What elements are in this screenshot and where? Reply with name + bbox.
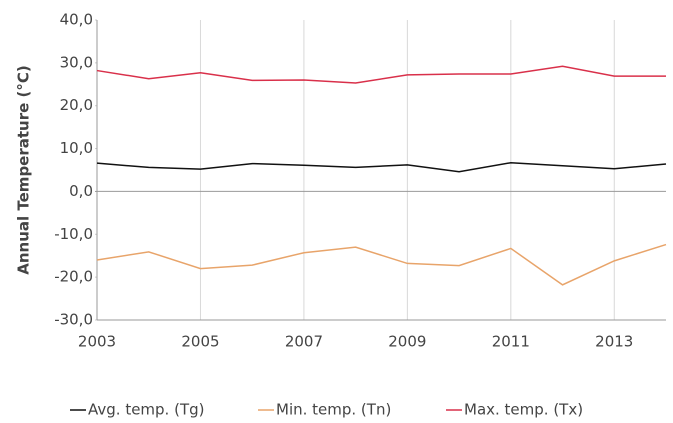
series-line xyxy=(96,65,666,84)
y-tick-label: 0,0 xyxy=(69,182,93,200)
x-tick-label: 2009 xyxy=(388,333,426,351)
x-tick-label: 2003 xyxy=(78,333,116,351)
y-tick-label: 30,0 xyxy=(60,53,93,71)
x-tick-label: 2011 xyxy=(492,333,530,351)
y-tick-label: -20,0 xyxy=(54,268,93,286)
y-tick-label: -10,0 xyxy=(54,225,93,243)
x-tick-label: 2005 xyxy=(181,333,219,351)
x-tick-label: 2013 xyxy=(595,333,633,351)
series-line xyxy=(96,161,667,173)
y-axis-label: Annual Temperature (°C) xyxy=(15,65,33,274)
y-tick-label: 10,0 xyxy=(60,139,93,157)
y-tick-label: 40,0 xyxy=(60,11,93,29)
legend-label: Avg. temp. (Tg) xyxy=(88,401,204,419)
x-tick-label: 2007 xyxy=(285,333,323,351)
y-tick-label: -30,0 xyxy=(54,311,93,329)
y-tick-label: 20,0 xyxy=(60,96,93,114)
legend-label: Max. temp. (Tx) xyxy=(464,401,583,419)
legend-label: Min. temp. (Tn) xyxy=(276,401,391,419)
series-line xyxy=(96,243,667,286)
